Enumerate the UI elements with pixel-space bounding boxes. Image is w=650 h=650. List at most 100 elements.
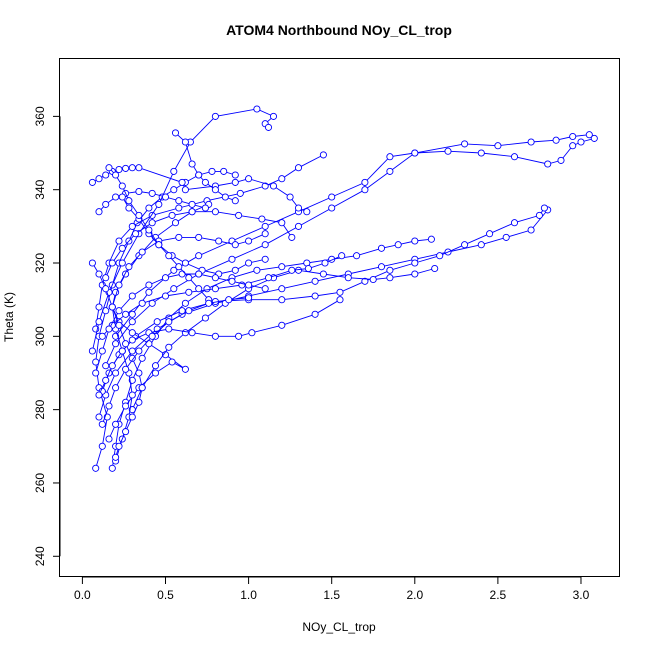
data-point [95,303,103,311]
data-point [125,204,133,212]
data-point [245,259,253,267]
y-tick-label: 360 [33,106,47,126]
data-point [394,241,402,249]
series-14 [98,252,346,340]
data-point [95,270,103,278]
data-point [231,266,239,274]
data-point [527,138,535,146]
data-point [102,362,110,370]
data-point [98,332,106,340]
data-point [411,237,419,245]
data-point [386,266,394,274]
series-20 [92,270,269,377]
data-point [245,175,253,183]
series-line [111,238,432,469]
data-point [527,226,535,234]
data-point [195,285,203,293]
series-line [131,268,435,410]
data-point [112,193,120,201]
series-line [98,209,549,418]
data-point [88,178,96,186]
data-point [122,402,130,410]
data-point [294,266,303,274]
data-point [294,222,303,230]
data-point [431,264,439,273]
data-point [135,347,143,355]
series-line [98,191,206,213]
data-point [486,230,494,238]
data-point [105,325,113,333]
data-point [128,310,136,318]
data-point [105,402,113,410]
data-point [361,178,369,186]
data-point [535,211,543,219]
data-point [135,164,143,172]
data-point [502,233,510,241]
x-tick-label: 0.0 [74,588,91,602]
data-point [585,131,593,139]
data-point [181,259,189,267]
data-point [427,235,435,243]
data-point [88,259,96,267]
data-point [188,329,196,337]
data-point [386,167,394,175]
data-point [181,329,189,337]
plot-frame [59,58,620,577]
data-point [211,208,219,216]
data-point [175,263,183,271]
series-10 [128,264,439,414]
data-point [122,428,130,436]
data-point [181,299,189,307]
data-point [95,175,103,183]
data-point [165,343,173,351]
data-point [231,178,239,186]
data-point [115,165,123,174]
data-point [145,281,153,289]
data-point [178,307,186,315]
data-point [98,442,106,450]
data-point [92,464,100,472]
data-point [477,149,485,157]
y-tick-label: 260 [33,473,47,493]
data-point [102,376,110,384]
data-point [181,186,189,194]
series-line [105,134,590,366]
data-point [128,376,136,384]
data-point [128,164,136,172]
data-point [122,310,130,318]
data-point [155,241,163,249]
data-point [328,204,336,212]
data-point [112,171,120,179]
data-point [128,354,136,362]
data-point [569,142,577,150]
data-point [122,164,130,172]
data-point [112,340,120,348]
data-point [148,332,156,340]
series-22 [98,294,253,428]
data-point [122,365,130,373]
data-point [135,369,143,377]
data-point [102,274,110,282]
data-point [151,369,160,377]
data-point [168,211,176,219]
data-point [115,307,123,315]
data-point [261,285,269,293]
data-point [361,186,369,194]
data-point [477,241,485,249]
data-point [235,332,243,340]
data-point [171,129,180,137]
data-point [311,277,319,285]
series-11 [88,164,311,216]
data-point [92,358,100,366]
data-point [95,391,103,399]
series-16 [95,187,209,216]
data-point [135,187,143,196]
data-point [294,204,303,212]
y-axis: 240 260 280 300 320 340 360 [33,106,61,566]
data-point [258,215,266,223]
data-point [188,200,196,208]
data-point [278,296,286,304]
data-point [386,153,394,161]
data-point [165,318,173,326]
